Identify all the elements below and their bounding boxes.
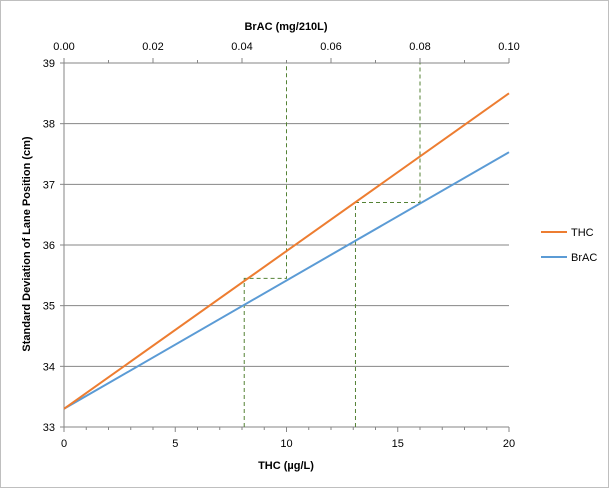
x-axis-title: THC (µg/L): [258, 460, 314, 472]
legend: THC BrAC: [541, 227, 597, 264]
x2-tick-label: 0.08: [409, 41, 430, 53]
series-line-brac: [63, 151, 510, 410]
reference-line-2: [354, 63, 421, 427]
legend-entry-brac: BrAC: [541, 252, 597, 264]
x2-axis-title: BrAC (mg/210L): [244, 21, 327, 33]
reference-lines: [243, 63, 421, 427]
x2-tick-label: 0.06: [320, 41, 341, 53]
legend-label-thc: THC: [571, 227, 594, 239]
legend-label-brac: BrAC: [571, 252, 597, 264]
x2-tick-label: 0.00: [53, 41, 74, 53]
x-tick-label: 0: [61, 438, 67, 450]
y-tick-label: 38: [43, 119, 55, 131]
y-tick-label: 37: [43, 179, 55, 191]
y-tick-label: 39: [43, 58, 55, 70]
x-tick-label: 15: [392, 438, 404, 450]
x-tick-label: 10: [280, 438, 292, 450]
x2-tick-label: 0.04: [231, 41, 252, 53]
x2-tick-label: 0.02: [142, 41, 163, 53]
tick-labels: 33 34 35 36 37 38 39 0 5 10 15 20 0.00 0.02 0.04 0.06 0.…: [43, 41, 520, 450]
y-tick-label: 35: [43, 301, 55, 313]
y-axis-title: Standard Deviation of Lane Position (cm): [21, 136, 33, 351]
x-tick-label: 20: [503, 438, 515, 450]
x2-tick-label: 0.10: [498, 41, 519, 53]
y-tick-label: 33: [43, 422, 55, 434]
y-tick-label: 34: [43, 361, 55, 373]
series-lines: [63, 92, 510, 410]
legend-entry-thc: THC: [541, 227, 594, 239]
x-tick-label: 5: [172, 438, 178, 450]
reference-line-1: [243, 63, 287, 427]
y-tick-label: 36: [43, 240, 55, 252]
series-line-thc: [63, 92, 510, 410]
